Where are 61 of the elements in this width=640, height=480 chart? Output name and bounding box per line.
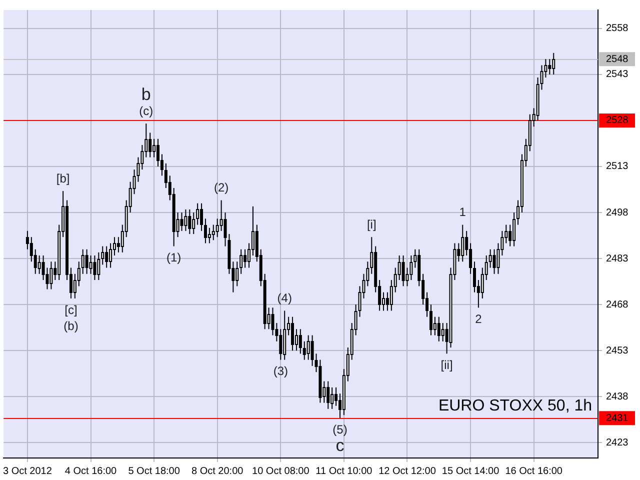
annotation: (4) <box>277 291 292 306</box>
candlestick <box>291 316 294 352</box>
y-tick-label: 2438 <box>606 391 629 402</box>
candlestick <box>105 246 108 268</box>
candlestick <box>402 254 405 287</box>
candlestick <box>298 328 302 354</box>
candlestick <box>200 202 204 232</box>
annotation: [ii] <box>440 358 453 372</box>
annotation: (b) <box>64 318 78 333</box>
x-tick-label: 11 Oct 10:00 <box>316 466 373 477</box>
x-tick-label: 12 Oct 12:00 <box>378 466 436 477</box>
candlestick <box>148 132 152 158</box>
candlestick <box>334 386 338 406</box>
candlestick <box>472 261 476 293</box>
candlestick <box>85 248 88 274</box>
annotation: [c] <box>64 302 78 317</box>
annotation: 1 <box>459 205 466 220</box>
x-tick-label: 16 Oct 16:00 <box>505 466 563 477</box>
candlestick <box>244 248 247 268</box>
candlestick <box>279 328 282 360</box>
annotation: EURO STOXX 50, 1h <box>438 397 592 414</box>
y-tick-label: 2498 <box>606 207 629 218</box>
annotation: (2) <box>214 180 229 195</box>
candlestick <box>548 58 552 75</box>
annotation: (c) <box>139 104 154 118</box>
x-tick-label: 8 Oct 20:00 <box>192 466 244 477</box>
candlestick <box>156 138 160 167</box>
annotation: b <box>141 85 151 104</box>
candlestick <box>188 208 192 234</box>
annotation: 2 <box>475 312 482 326</box>
x-tick-label: 4 Oct 16:00 <box>64 466 118 477</box>
x-tick-label: 10 Oct 08:00 <box>252 466 310 477</box>
x-tick-label: 15 Oct 14:00 <box>442 466 500 477</box>
y-tick-label: 2543 <box>606 69 629 80</box>
candlestick <box>93 254 96 281</box>
ref-line-label: 2548 <box>606 54 629 65</box>
annotation: [i] <box>366 217 376 232</box>
candlestick <box>302 340 306 360</box>
y-tick-label: 2423 <box>606 437 629 448</box>
annotation: (3) <box>273 364 288 378</box>
x-tick-label: 5 Oct 18:00 <box>128 466 180 477</box>
y-tick-label: 2513 <box>606 161 629 172</box>
candlestick <box>204 218 207 244</box>
annotation: (1) <box>166 250 182 265</box>
y-tick-label: 2453 <box>606 345 629 356</box>
x-tick-label: 3 Oct 2012 <box>3 466 52 477</box>
candlestick <box>310 334 314 366</box>
y-tick-label: 2528 <box>606 115 629 126</box>
y-tick-label: 2558 <box>606 23 629 34</box>
candlestick <box>492 248 496 274</box>
annotation: [b] <box>56 171 70 186</box>
candlestick <box>437 316 440 342</box>
candlestick <box>326 380 330 410</box>
candlestick <box>429 304 432 336</box>
ref-line-label: 2431 <box>606 412 629 424</box>
candlestick <box>271 307 274 336</box>
annotation: c <box>336 436 345 455</box>
y-tick-label: 2468 <box>606 299 629 310</box>
annotation: (5) <box>332 422 348 436</box>
y-tick-label: 2483 <box>606 253 629 264</box>
candlestick <box>180 212 184 232</box>
